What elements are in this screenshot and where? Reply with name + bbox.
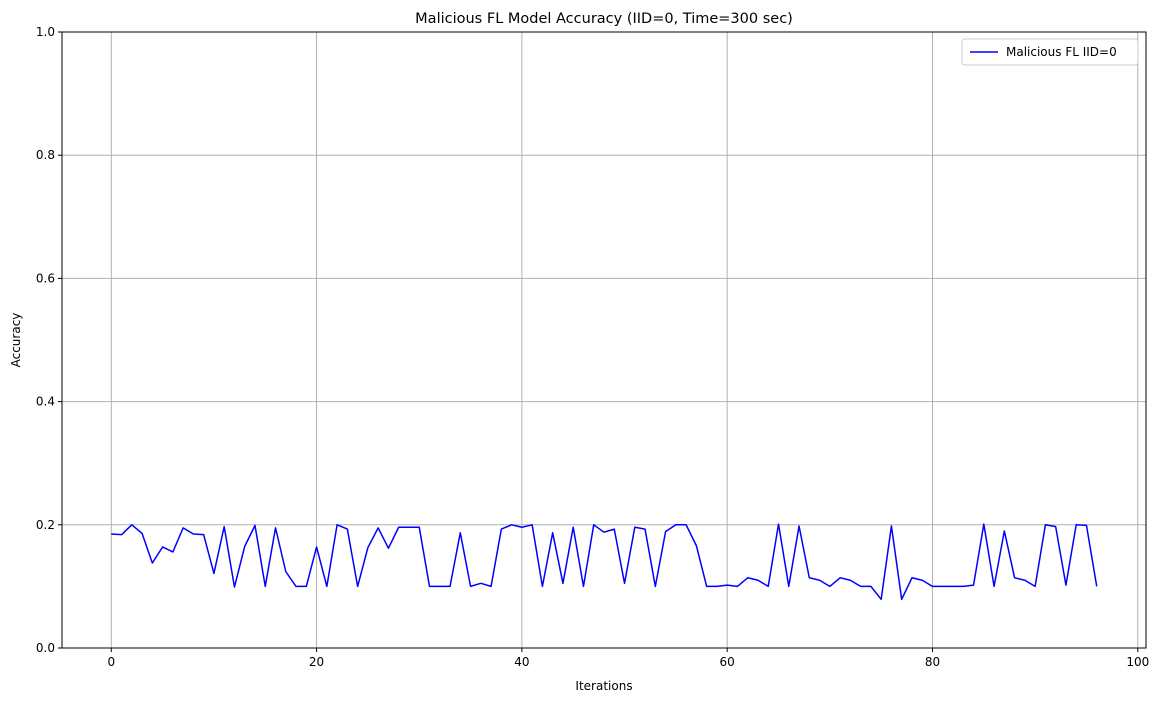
series-line: [111, 523, 1098, 601]
y-tick-label: 0.8: [36, 148, 55, 162]
y-axis-label: Accuracy: [9, 313, 23, 368]
y-tick-label: 0.0: [36, 641, 55, 655]
ticks: 0 20 40 60 80 100 0.0 0.2 0.4 0.6 0.8 1.0: [36, 25, 1149, 669]
plot-frame: [61, 31, 1147, 649]
x-tick-label: 80: [925, 655, 940, 669]
x-axis-label: Iterations: [575, 679, 632, 693]
y-tick-label: 0.2: [36, 518, 55, 532]
x-tick-label: 60: [720, 655, 735, 669]
legend: Malicious FL IID=0: [961, 38, 1139, 66]
x-tick-label: 100: [1126, 655, 1149, 669]
y-tick-label: 0.4: [36, 395, 55, 409]
y-tick-label: 0.6: [36, 271, 55, 285]
legend-entry-label: Malicious FL IID=0: [1006, 45, 1117, 59]
series-layer: [111, 523, 1098, 601]
chart-title: Malicious FL Model Accuracy (IID=0, Time…: [415, 11, 793, 27]
x-tick-label: 40: [514, 655, 529, 669]
x-tick-label: 20: [309, 655, 324, 669]
legend-box: [961, 38, 1139, 66]
x-tick-label: 0: [107, 655, 115, 669]
y-tick-label: 1.0: [36, 25, 55, 39]
